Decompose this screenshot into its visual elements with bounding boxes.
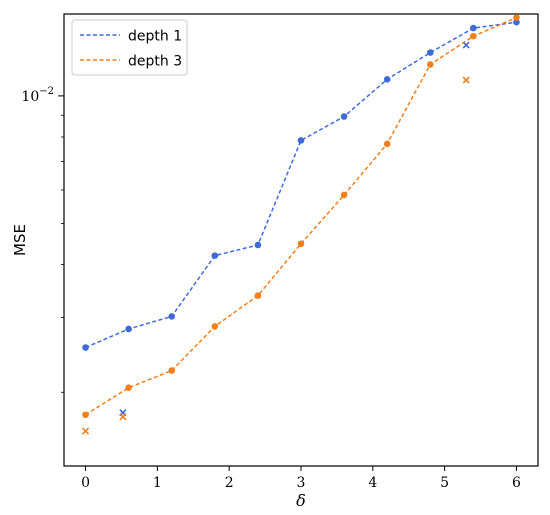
legend-box (71, 19, 188, 76)
series-layer (81, 14, 520, 435)
data-point (383, 140, 391, 148)
x-marker-stroke (81, 427, 90, 435)
x-tick-label: 3 (297, 475, 306, 491)
y-tick-label: 10−2 (21, 86, 54, 105)
data-point (297, 137, 305, 144)
legend-label-depth-1: depth 1 (128, 29, 182, 45)
legend: depth 1 depth 3 (71, 19, 188, 76)
x-marker (462, 76, 470, 84)
data-point (211, 252, 219, 259)
x-tick-label: 2 (225, 475, 234, 491)
data-point (254, 241, 262, 249)
x-axis-ticks: 0 1 2 3 4 5 6 (81, 466, 521, 491)
x-tick-label: 6 (512, 475, 521, 491)
data-point (470, 24, 477, 32)
data-point (254, 292, 262, 299)
x-marker-stroke (119, 413, 127, 421)
x-marker-stroke (462, 76, 470, 84)
data-point (297, 240, 305, 248)
x-axis-label: δ (296, 491, 306, 510)
data-point (82, 344, 89, 351)
data-point (211, 323, 219, 330)
data-point (82, 411, 89, 419)
data-point (426, 49, 434, 56)
legend-label-depth-3: depth 3 (128, 54, 182, 70)
x-tick-label: 1 (153, 475, 162, 491)
data-point (168, 313, 176, 320)
data-point (513, 18, 520, 26)
x-tick-label: 4 (368, 475, 377, 491)
data-point (513, 14, 520, 21)
y-axis-label: MSE (11, 224, 29, 256)
x-tick-label: 5 (440, 475, 449, 491)
data-point (426, 61, 434, 68)
data-point (125, 325, 132, 333)
y-axis-ticks: 10−2 (21, 86, 64, 393)
x-marker-stroke (462, 41, 470, 49)
data-point (125, 384, 132, 392)
x-tick-label: 0 (81, 475, 90, 491)
series-line (85, 16, 517, 416)
data-point (340, 191, 348, 199)
data-point (383, 76, 391, 83)
data-point (470, 32, 477, 40)
data-point (168, 367, 176, 374)
x-marker (119, 413, 127, 421)
x-marker (81, 427, 90, 435)
series-line (85, 21, 517, 349)
data-point (340, 113, 348, 120)
